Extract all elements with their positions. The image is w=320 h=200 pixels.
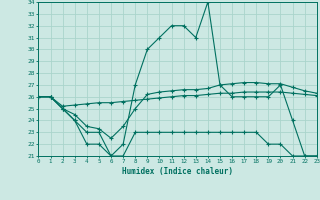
X-axis label: Humidex (Indice chaleur): Humidex (Indice chaleur) <box>122 167 233 176</box>
